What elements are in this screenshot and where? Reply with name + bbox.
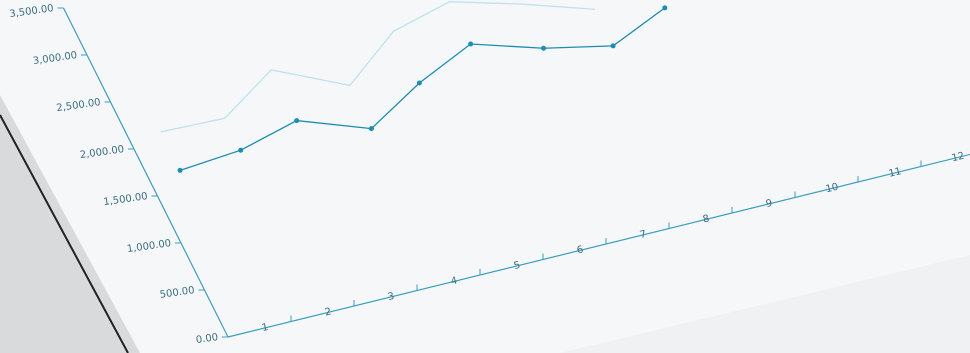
point	[368, 126, 374, 132]
x-tick-label: 1	[261, 322, 270, 334]
y-tick-label: 500.00	[159, 285, 195, 301]
x-tick-label: 9	[765, 198, 774, 210]
point	[177, 167, 183, 173]
point	[468, 41, 474, 47]
y-axis	[62, 7, 229, 338]
x-tick-label: 5	[513, 260, 522, 272]
x-tick-label: 6	[576, 244, 585, 256]
x-tick-label: 12	[951, 151, 966, 165]
paper-edge	[0, 114, 129, 353]
x-tick-label: 7	[639, 229, 648, 241]
desk-shadow	[0, 95, 140, 353]
point	[294, 118, 300, 124]
x-tick-label: 11	[888, 166, 903, 180]
x-tick-label: 8	[702, 213, 711, 225]
x-tick-label: 3	[387, 291, 396, 303]
x-tick-label: 4	[450, 275, 459, 287]
x-axis	[227, 153, 970, 338]
point	[541, 45, 546, 51]
series-line	[160, 1, 595, 133]
point	[238, 147, 244, 153]
lower-panel	[560, 255, 970, 353]
point	[662, 5, 668, 11]
y-tick-label: 0.00	[195, 332, 219, 346]
x-tick-label: 2	[324, 306, 333, 318]
point	[610, 43, 616, 49]
x-tick-label: 10	[825, 182, 840, 196]
point	[416, 80, 422, 86]
